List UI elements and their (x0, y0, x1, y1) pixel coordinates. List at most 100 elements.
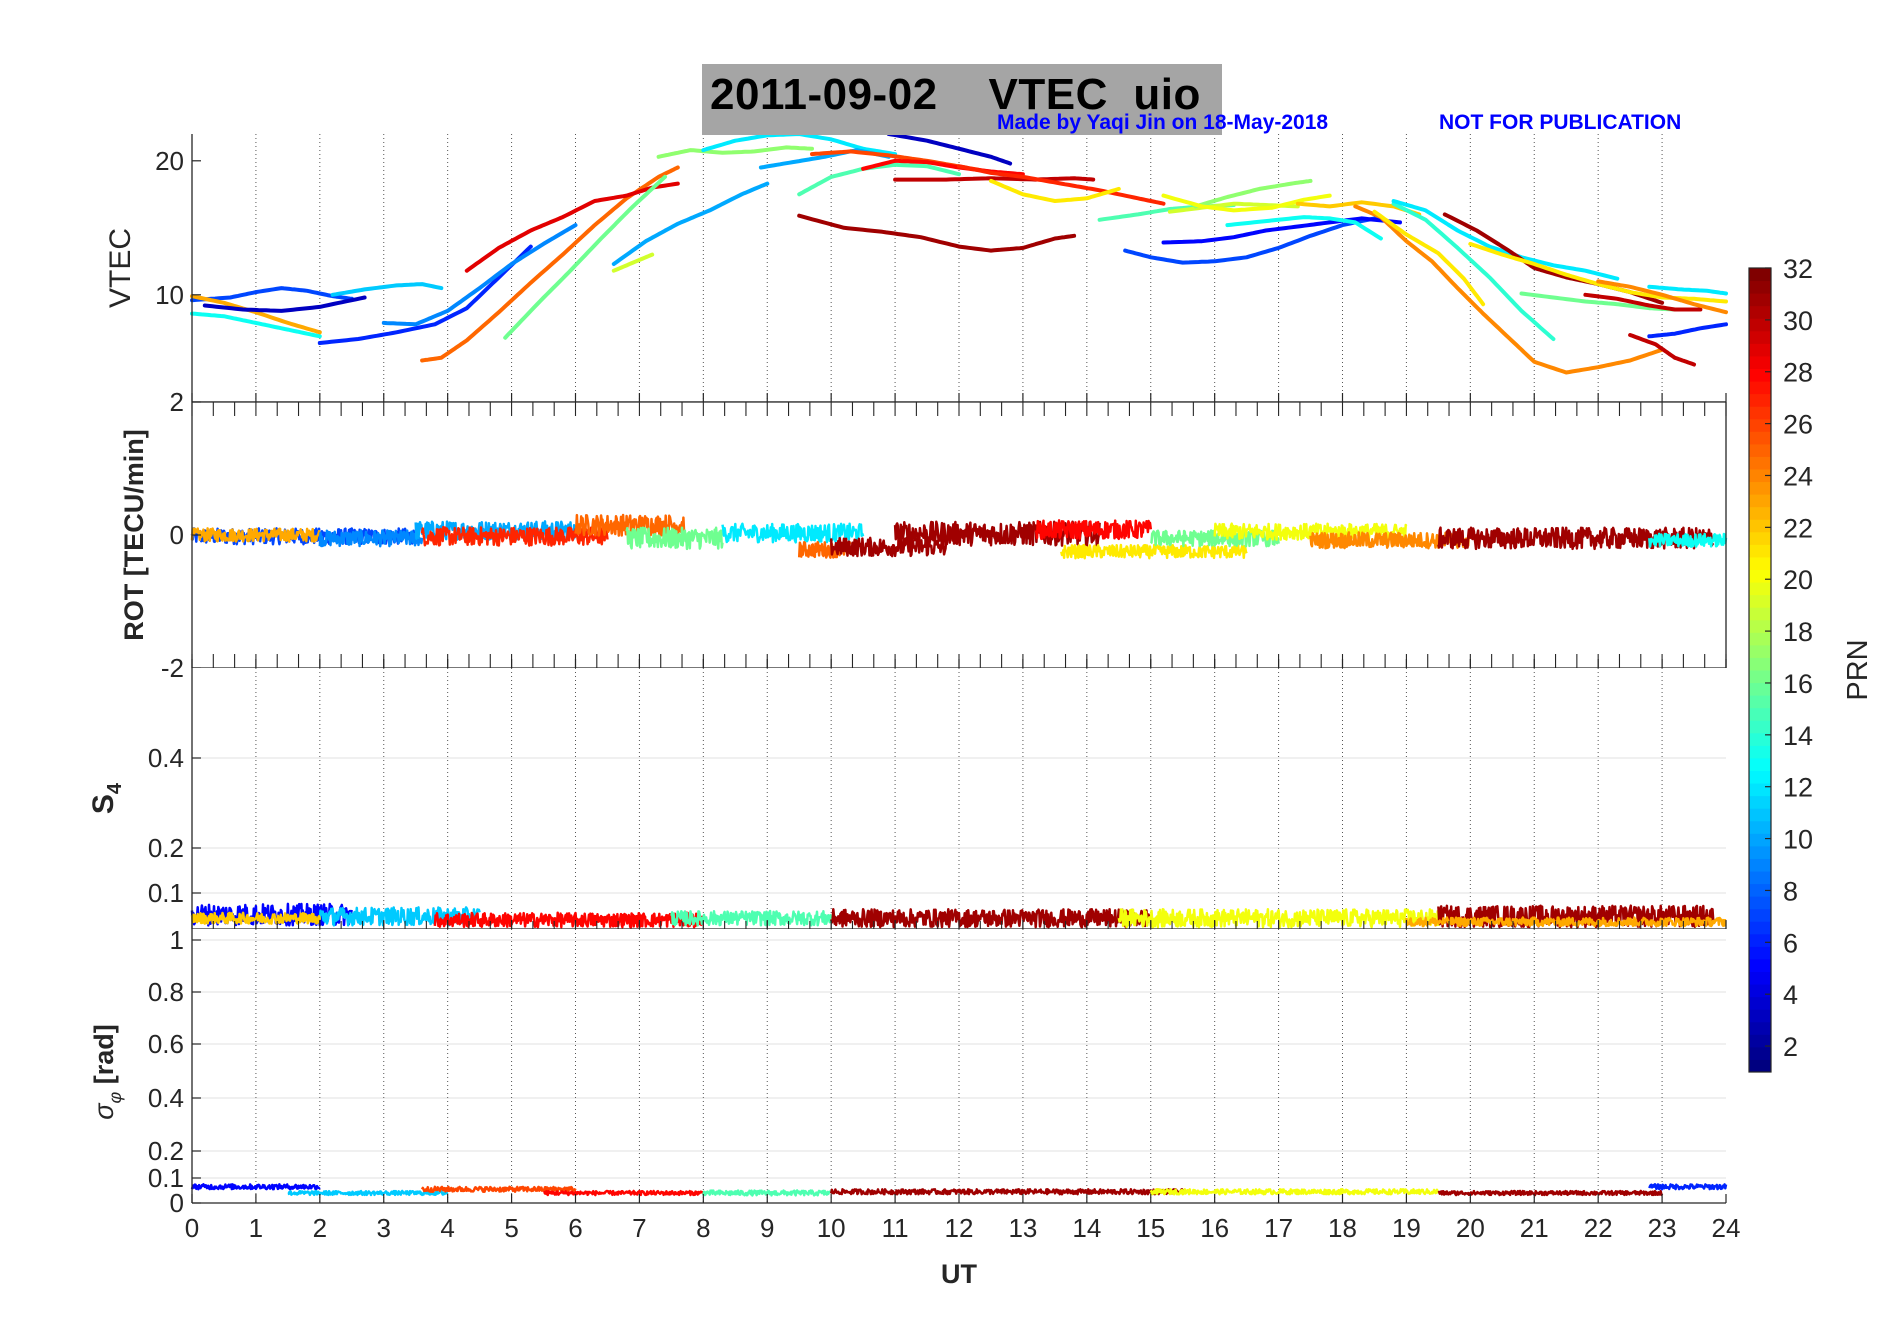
series-trace-prn-11 (287, 1189, 449, 1197)
x-tick-label: 24 (1712, 1213, 1741, 1243)
series-trace-prn-21 (1060, 543, 1248, 560)
colorbar-segment (1749, 619, 1771, 633)
colorbar-frame (1748, 267, 1772, 1073)
series-trace-prn-15 (702, 1189, 832, 1197)
series-line-prn-13 (190, 311, 322, 339)
colorbar-tick-label: 14 (1783, 721, 1813, 751)
x-axis-label: UT (941, 1259, 977, 1289)
series-line-prn-19 (611, 252, 655, 273)
series-line-prn-13 (1225, 215, 1383, 241)
series-line-prn-6 (1647, 322, 1728, 339)
y-tick-label: 20 (155, 146, 184, 176)
colorbar-segment (1749, 682, 1771, 696)
y-tick-label: 10 (155, 280, 184, 310)
colorbar-segment (1749, 293, 1771, 307)
colorbar-segment (1749, 657, 1771, 671)
x-tick-label: 19 (1392, 1213, 1421, 1243)
colorbar-segment (1749, 481, 1771, 495)
x-tick-label: 14 (1072, 1213, 1101, 1243)
series-line-prn-3 (886, 132, 1013, 166)
colorbar-segment (1749, 808, 1771, 822)
colorbar-segment (1749, 958, 1771, 972)
colorbar-segment (1749, 795, 1771, 809)
colorbar-segment (1749, 330, 1771, 344)
x-tick-label: 4 (440, 1213, 454, 1243)
series-trace-prn-31 (1437, 904, 1715, 929)
x-tick-label: 18 (1328, 1213, 1357, 1243)
colorbar-segment (1749, 569, 1771, 583)
colorbar-segment (1749, 531, 1771, 545)
x-tick-label: 22 (1584, 1213, 1613, 1243)
series-trace-prn-25 (574, 513, 686, 537)
y-axis-label-vtec: VTEC (104, 228, 137, 308)
y-tick-label: 0 (170, 1188, 184, 1218)
series-line-prn-12 (1647, 284, 1728, 296)
colorbar-segment (1749, 343, 1771, 357)
y-tick-label: 0.8 (148, 977, 184, 1007)
colorbar-tick-label: 22 (1783, 513, 1813, 543)
colorbar-segment (1749, 896, 1771, 910)
colorbar-segment (1749, 984, 1771, 998)
colorbar-segment (1749, 1021, 1771, 1035)
series-line-prn-16 (1519, 291, 1677, 312)
series-line-prn-10 (611, 181, 770, 266)
y-tick-label: 2 (170, 387, 184, 417)
colorbar-segment (1749, 381, 1771, 395)
series-line-prn-25 (420, 165, 680, 363)
colorbar-segment (1749, 305, 1771, 319)
colorbar-segment (1749, 632, 1771, 646)
colorbar-segment (1749, 670, 1771, 684)
series-trace-prn-28 (433, 911, 705, 929)
y-axis-label-sigma: σφ [rad] (89, 1024, 125, 1120)
series-trace-prn-9 (318, 529, 424, 548)
colorbar-segment (1749, 946, 1771, 960)
series-trace-prn-20 (1213, 522, 1408, 541)
colorbar-segment (1749, 456, 1771, 470)
colorbar-tick-label: 10 (1783, 825, 1813, 855)
y-tick-label: 0.2 (148, 833, 184, 863)
colorbar-tick-label: 18 (1783, 617, 1813, 647)
series-line-prn-6 (317, 244, 533, 345)
colorbar-segment (1749, 582, 1771, 596)
series-trace-prn-5 (190, 1183, 321, 1191)
colorbar-segment (1749, 1046, 1771, 1060)
series-line-prn-17 (656, 145, 814, 159)
series-line-prn-20 (1161, 193, 1332, 213)
colorbar-segment (1749, 318, 1771, 332)
panel-area-s4 (192, 668, 1726, 929)
colorbar-segment (1749, 695, 1771, 709)
colorbar-segment (1749, 406, 1771, 420)
series-trace-prn-26 (420, 1185, 577, 1193)
series-trace-prn-31 (893, 520, 1101, 547)
colorbar-segment (1749, 845, 1771, 859)
y-tick-label: 1 (170, 925, 184, 955)
series-line-prn-29 (464, 181, 680, 273)
colorbar-segment (1749, 732, 1771, 746)
x-tick-label: 15 (1136, 1213, 1165, 1243)
x-tick-label: 13 (1008, 1213, 1037, 1243)
colorbar-segment (1749, 1009, 1771, 1023)
x-tick-label: 0 (185, 1213, 199, 1243)
series-line-prn-16 (503, 174, 667, 340)
y-tick-label: 0.6 (148, 1029, 184, 1059)
colorbar-segment (1749, 393, 1771, 407)
series-trace-prn-16 (1149, 529, 1280, 548)
series-line-prn-3 (202, 295, 367, 313)
series-trace-prn-20 (1149, 1188, 1440, 1196)
x-tick-label: 1 (249, 1213, 263, 1243)
y-tick-label: 0.4 (148, 1083, 184, 1113)
colorbar-segment (1749, 820, 1771, 834)
series-line-prn-30 (1628, 333, 1696, 367)
series-line-prn-5 (1161, 216, 1402, 245)
colorbar-tick-label: 6 (1783, 928, 1798, 958)
series-line-prn-21 (989, 178, 1121, 203)
series-line-prn-12 (1391, 199, 1620, 281)
colorbar-segment (1749, 644, 1771, 658)
colorbar-tick-label: 2 (1783, 1032, 1798, 1062)
x-tick-label: 7 (632, 1213, 646, 1243)
y-tick-label: 0.1 (148, 878, 184, 908)
colorbar-segment (1749, 280, 1771, 294)
colorbar-segment (1749, 858, 1771, 872)
colorbar-segment (1749, 996, 1771, 1010)
colorbar-segment (1749, 933, 1771, 947)
